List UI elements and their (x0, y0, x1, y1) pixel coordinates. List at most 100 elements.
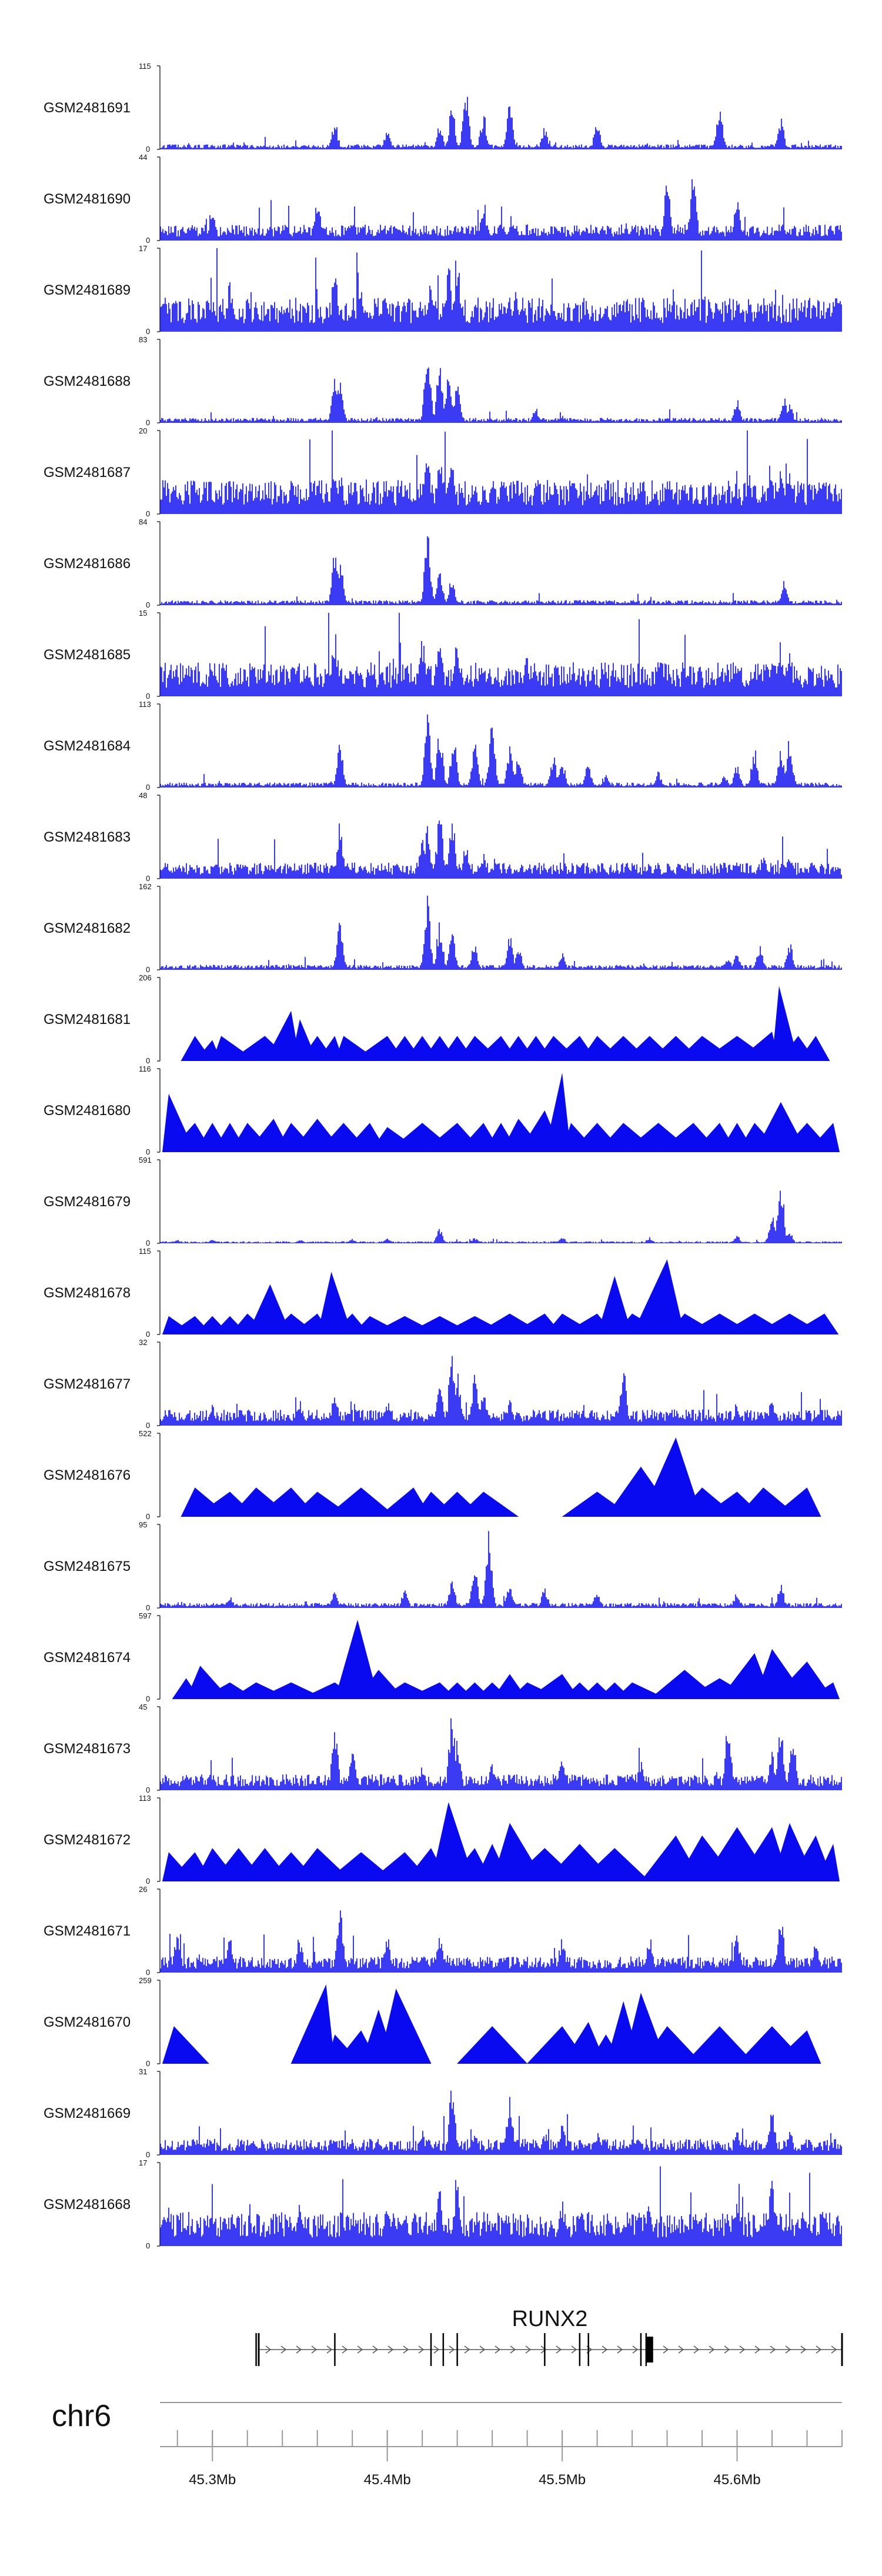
strand-arrow (540, 2345, 547, 2354)
strand-arrow (311, 2345, 318, 2354)
strand-arrow (449, 2345, 455, 2354)
yzero-label: 0 (146, 1968, 150, 1977)
coverage-peak (457, 1491, 519, 1517)
yzero-label: 0 (146, 1239, 150, 1247)
yzero-label: 0 (146, 327, 150, 336)
coverage-peak (684, 2026, 755, 2064)
track-label: GSM2481677 (44, 1376, 131, 1392)
yzero-label: 0 (146, 692, 150, 700)
track-label: GSM2481680 (44, 1103, 131, 1119)
ymax-label: 95 (139, 1520, 147, 1529)
strand-arrow (357, 2345, 363, 2354)
strand-arrow (831, 2345, 837, 2354)
coverage-peak (807, 1123, 840, 1152)
axis-tick-label: 45.5Mb (539, 2472, 586, 2488)
coverage-peak (807, 1682, 840, 1699)
yzero-label: 0 (146, 1694, 150, 1703)
coverage-peak (317, 1272, 353, 1334)
strand-arrow (709, 2345, 715, 2354)
track-label: GSM2481687 (44, 465, 131, 481)
coverage-signal (160, 714, 842, 788)
coverage-signal (160, 1190, 842, 1243)
coverage-signal (160, 536, 842, 605)
coverage-peak (798, 1036, 830, 1061)
coverage-peak (640, 1437, 703, 1517)
gene-label-runx2: RUNX2 (512, 2307, 588, 2331)
track-label: GSM2481678 (44, 1285, 131, 1301)
track-GSM2481691: GSM2481691 115 0 (44, 62, 842, 154)
strand-arrow (342, 2345, 348, 2354)
yzero-label: 0 (146, 600, 150, 609)
track-GSM2481677: GSM2481677 32 0 (44, 1338, 842, 1430)
coverage-peak (326, 1487, 397, 1517)
coverage-peak (378, 1988, 432, 2064)
strand-arrow (739, 2345, 746, 2354)
ymax-label: 26 (139, 1885, 147, 1894)
coverage-signal (160, 1531, 842, 1608)
coverage-peak (737, 1032, 779, 1061)
coverage-peak (789, 1313, 839, 1334)
ymax-label: 17 (139, 244, 147, 253)
strand-arrow (433, 2345, 440, 2354)
strand-arrow (495, 2345, 501, 2354)
track-GSM2481687: GSM2481687 20 0 (44, 426, 842, 518)
track-label: GSM2481671 (44, 1923, 131, 1939)
strand-arrow (754, 2345, 761, 2354)
ymax-label: 162 (139, 882, 152, 891)
strand-arrow (800, 2345, 807, 2354)
yzero-label: 0 (146, 509, 150, 518)
yzero-label: 0 (146, 965, 150, 974)
track-label: GSM2481684 (44, 738, 131, 754)
strand-arrow (602, 2345, 608, 2354)
track-GSM2481679: GSM2481679 591 0 (44, 1156, 842, 1247)
coverage-peak (772, 1661, 834, 1699)
coverage-peak (772, 2030, 821, 2064)
track-label: GSM2481686 (44, 556, 131, 572)
ymax-label: 113 (139, 700, 151, 709)
track-label: GSM2481681 (44, 1012, 131, 1027)
ymax-label: 48 (139, 791, 147, 800)
coverage-peak (290, 1984, 335, 2064)
strand-arrow (372, 2345, 379, 2354)
track-label: GSM2481682 (44, 920, 131, 936)
strand-arrow (387, 2345, 394, 2354)
ymax-label: 259 (139, 1976, 152, 1985)
coverage-peak (614, 1682, 668, 1699)
yzero-label: 0 (146, 1330, 150, 1339)
strand-arrow (724, 2345, 730, 2354)
yzero-label: 0 (146, 1786, 150, 1794)
ymax-label: 44 (139, 153, 147, 162)
ymax-label: 115 (139, 1247, 151, 1256)
ymax-label: 116 (139, 1065, 151, 1073)
strand-arrow (693, 2345, 700, 2354)
track-GSM2481690: GSM2481690 44 0 (44, 153, 842, 245)
coverage-peak (431, 1802, 475, 1881)
track-label: GSM2481673 (44, 1741, 131, 1757)
track-GSM2481682: GSM2481682 162 0 (44, 882, 842, 974)
axis-tick-label: 45.4Mb (364, 2472, 411, 2488)
track-GSM2481681: GSM2481681 206 0 (44, 973, 830, 1065)
yzero-label: 0 (146, 1147, 150, 1156)
coverage-peak (378, 1487, 431, 1517)
track-GSM2481675: GSM2481675 95 0 (44, 1520, 842, 1612)
track-GSM2481684: GSM2481684 113 0 (44, 700, 842, 792)
track-label: GSM2481691 (44, 100, 131, 116)
track-label: GSM2481685 (44, 647, 131, 663)
track-GSM2481683: GSM2481683 48 0 (44, 791, 842, 883)
coverage-signal (160, 613, 842, 696)
track-label: GSM2481689 (44, 282, 131, 298)
coverage-peak (335, 1620, 379, 1699)
track-label: GSM2481679 (44, 1194, 131, 1210)
axis-tick-label: 45.6Mb (714, 2472, 761, 2488)
strand-arrow (785, 2345, 791, 2354)
track-label: GSM2481670 (44, 2014, 131, 2030)
chromosome-label: chr6 (52, 2399, 111, 2433)
ymax-label: 31 (139, 2067, 147, 2076)
ymax-label: 115 (139, 62, 151, 71)
strand-arrow (663, 2345, 669, 2354)
coverage-signal (160, 2166, 842, 2246)
ymax-label: 45 (139, 1703, 147, 1711)
strand-arrow (510, 2345, 516, 2354)
coverage-peak (544, 1073, 571, 1152)
